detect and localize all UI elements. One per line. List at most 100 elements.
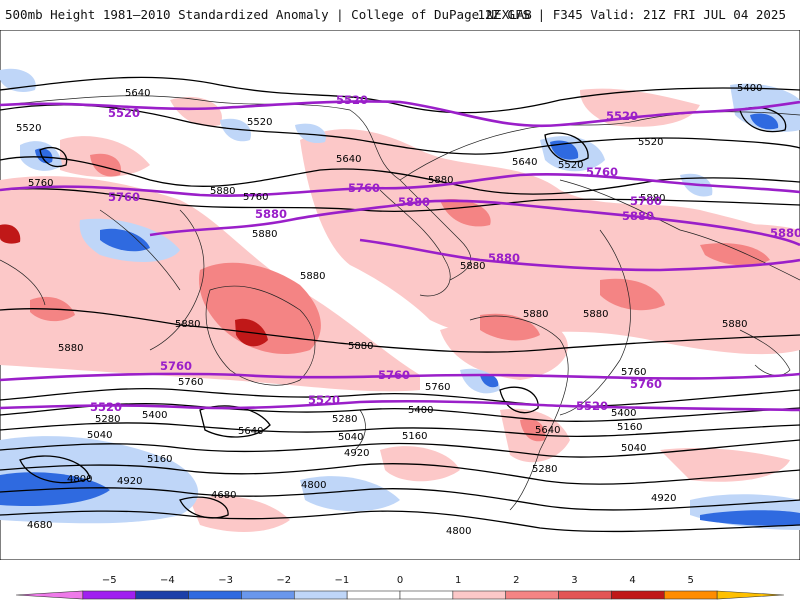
contour-label: 5880 (460, 261, 485, 272)
colorbar-tick-label: −3 (218, 575, 233, 586)
contour-label: 5880 (523, 309, 548, 320)
contour-label: 5400 (611, 408, 636, 419)
contour-label: 5160 (147, 454, 172, 465)
contour-label: 4680 (27, 520, 52, 531)
contour-label: 5640 (336, 154, 361, 165)
highlight-label: 5880 (255, 207, 287, 221)
contour-label: 5880 (640, 193, 665, 204)
colorbar-tick-label: −4 (160, 575, 175, 586)
colorbar-segment (558, 590, 612, 600)
highlight-label: 5760 (630, 194, 662, 208)
contour-label: 5520 (638, 137, 663, 148)
contour-label: 5760 (243, 192, 268, 203)
colorbar-tick-label: −2 (276, 575, 291, 586)
contour-label: 5640 (125, 88, 150, 99)
colorbar-tick-label: 4 (629, 575, 635, 586)
contour-label: 5760 (178, 377, 203, 388)
contour-label: 5880 (252, 229, 277, 240)
highlight-label: 5760 (348, 181, 380, 195)
highlight-label: 5520 (606, 109, 638, 123)
colorbar-tick-label: 1 (455, 575, 461, 586)
colorbar-segment (188, 590, 242, 600)
contour-label: 4920 (651, 493, 676, 504)
contour-label: 5280 (532, 464, 557, 475)
highlight-label: 5760 (160, 359, 192, 373)
colorbar-segment (452, 590, 507, 600)
contour-labels: 5640 5520 5520 5400 5640 5640 5520 5520 … (16, 83, 762, 537)
contour-label: 5880 (348, 341, 373, 352)
colorbar-tick-label: 0 (397, 575, 403, 586)
contour-label: 5880 (722, 319, 747, 330)
contour-label: 5280 (332, 414, 357, 425)
colorbar-segment (399, 590, 454, 600)
contour-label: 5760 (28, 178, 53, 189)
contour-label: 5880 (175, 319, 200, 330)
colorbar-tick-label: −5 (102, 575, 117, 586)
highlight-label: 5880 (398, 195, 430, 209)
contour-label: 5880 (58, 343, 83, 354)
header: 500mb Height 1981–2010 Standardized Anom… (0, 0, 800, 30)
highlight-label: 5520 (108, 106, 140, 120)
colorbar-segment (293, 590, 348, 600)
contour-label: 5040 (87, 430, 112, 441)
contour-label: 5280 (95, 414, 120, 425)
highlight-label: 5760 (586, 165, 618, 179)
contour-label: 5520 (16, 123, 41, 134)
map-panel[interactable]: 5640 5520 5520 5400 5640 5640 5520 5520 … (0, 30, 800, 560)
colorbar-segment (663, 590, 718, 600)
contour-label: 5640 (535, 425, 560, 436)
map-title: 500mb Height 1981–2010 Standardized Anom… (5, 7, 532, 22)
colorbar-segment (716, 590, 785, 600)
contour-label: 5400 (408, 405, 433, 416)
colorbar-segment (82, 590, 137, 600)
contour-label: 5040 (621, 443, 646, 454)
colorbar-segment (241, 590, 295, 600)
highlight-label: 5760 (108, 190, 140, 204)
model-run-info: 12Z GFS | F345 Valid: 21Z FRI JUL 04 202… (477, 7, 786, 22)
contour-label: 4920 (117, 476, 142, 487)
contour-label: 5160 (402, 431, 427, 442)
colorbar-tick-label: 5 (688, 575, 694, 586)
contour-label: 5400 (142, 410, 167, 421)
colorbar: −5 −4 −3 −2 −1 0 1 2 3 4 5 (15, 575, 785, 600)
colorbar-tick-label: 3 (571, 575, 577, 586)
highlight-label: 5520 (576, 399, 608, 413)
highlight-label: 5880 (488, 251, 520, 265)
contour-label: 5760 (621, 367, 646, 378)
highlight-label: 5880 (622, 209, 654, 223)
contour-label: 5760 (425, 382, 450, 393)
contour-label: 5880 (583, 309, 608, 320)
contour-label: 5880 (300, 271, 325, 282)
highlight-label: 5520 (308, 393, 340, 407)
highlight-label: 5520 (336, 93, 368, 107)
contour-label: 5400 (737, 83, 762, 94)
highlight-label: 5760 (378, 368, 410, 382)
colorbar-segment (346, 590, 401, 600)
contour-label: 5520 (558, 160, 583, 171)
highlight-contours (0, 100, 800, 412)
contour-label: 4800 (67, 474, 92, 485)
contour-label: 4680 (211, 490, 236, 501)
height-contours (0, 76, 800, 533)
highlight-label: 5760 (630, 377, 662, 391)
contour-label: 5160 (617, 422, 642, 433)
contour-label: 5640 (238, 426, 263, 437)
colorbar-segment (15, 590, 84, 600)
colorbar-legend: −5 −4 −3 −2 −1 0 1 2 3 4 5 (0, 568, 800, 600)
highlight-label: 5880 (770, 226, 800, 240)
colorbar-segment (505, 590, 559, 600)
colorbar-tick-label: 2 (513, 575, 519, 586)
colorbar-tick-label: −1 (334, 575, 349, 586)
highlight-contour-labels: 5520 5520 5520 5760 5760 5760 5760 5880 … (90, 93, 800, 414)
colorbar-segment (135, 590, 189, 600)
colorbar-segment (611, 590, 665, 600)
contour-label: 5640 (512, 157, 537, 168)
contour-label: 5040 (338, 432, 363, 443)
contour-label: 4800 (446, 526, 471, 537)
highlight-label: 5520 (90, 400, 122, 414)
contour-label: 4800 (301, 480, 326, 491)
contour-label: 5520 (247, 117, 272, 128)
contour-label: 5880 (210, 186, 235, 197)
anomaly-map[interactable]: 5640 5520 5520 5400 5640 5640 5520 5520 … (0, 30, 800, 560)
contour-label: 5880 (428, 175, 453, 186)
